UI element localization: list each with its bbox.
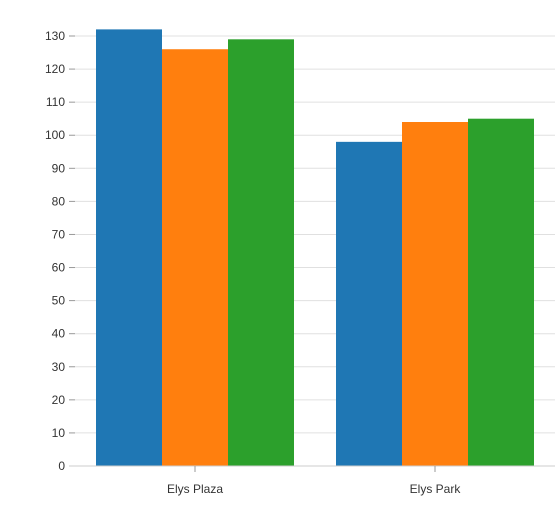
- y-tick-label: 70: [52, 227, 66, 241]
- bar-series3-elys-plaza: [228, 39, 294, 467]
- y-tick-label: 130: [45, 29, 65, 43]
- y-tick-label: 50: [52, 294, 66, 308]
- bar-series3-elys-park: [468, 118, 534, 466]
- y-tick-label: 100: [45, 128, 65, 142]
- y-tick-label: 120: [45, 62, 65, 76]
- y-tick-label: 80: [52, 194, 66, 208]
- y-tick-label: 40: [52, 327, 66, 341]
- bar-series2-elys-park: [402, 122, 468, 466]
- x-tick-label: Elys Plaza: [167, 482, 223, 496]
- y-tick-label: 110: [46, 95, 65, 109]
- y-axis: 0 10 20 30 40 50 60 70 80 90 100 110 120 130: [45, 29, 75, 473]
- bar-series1-elys-park: [336, 141, 402, 466]
- x-axis: Elys Plaza Elys Park: [167, 466, 461, 496]
- y-tick-label: 60: [52, 261, 66, 275]
- y-tick-label: 10: [52, 426, 66, 440]
- bar-series1-elys-plaza: [96, 29, 162, 467]
- y-tick-label: 90: [52, 161, 66, 175]
- bar-series2-elys-plaza: [162, 49, 228, 466]
- y-tick-label: 0: [58, 459, 65, 473]
- y-tick-label: 20: [52, 393, 66, 407]
- y-tick-label: 30: [52, 360, 66, 374]
- x-tick-label: Elys Park: [410, 482, 462, 496]
- bars: [96, 29, 534, 467]
